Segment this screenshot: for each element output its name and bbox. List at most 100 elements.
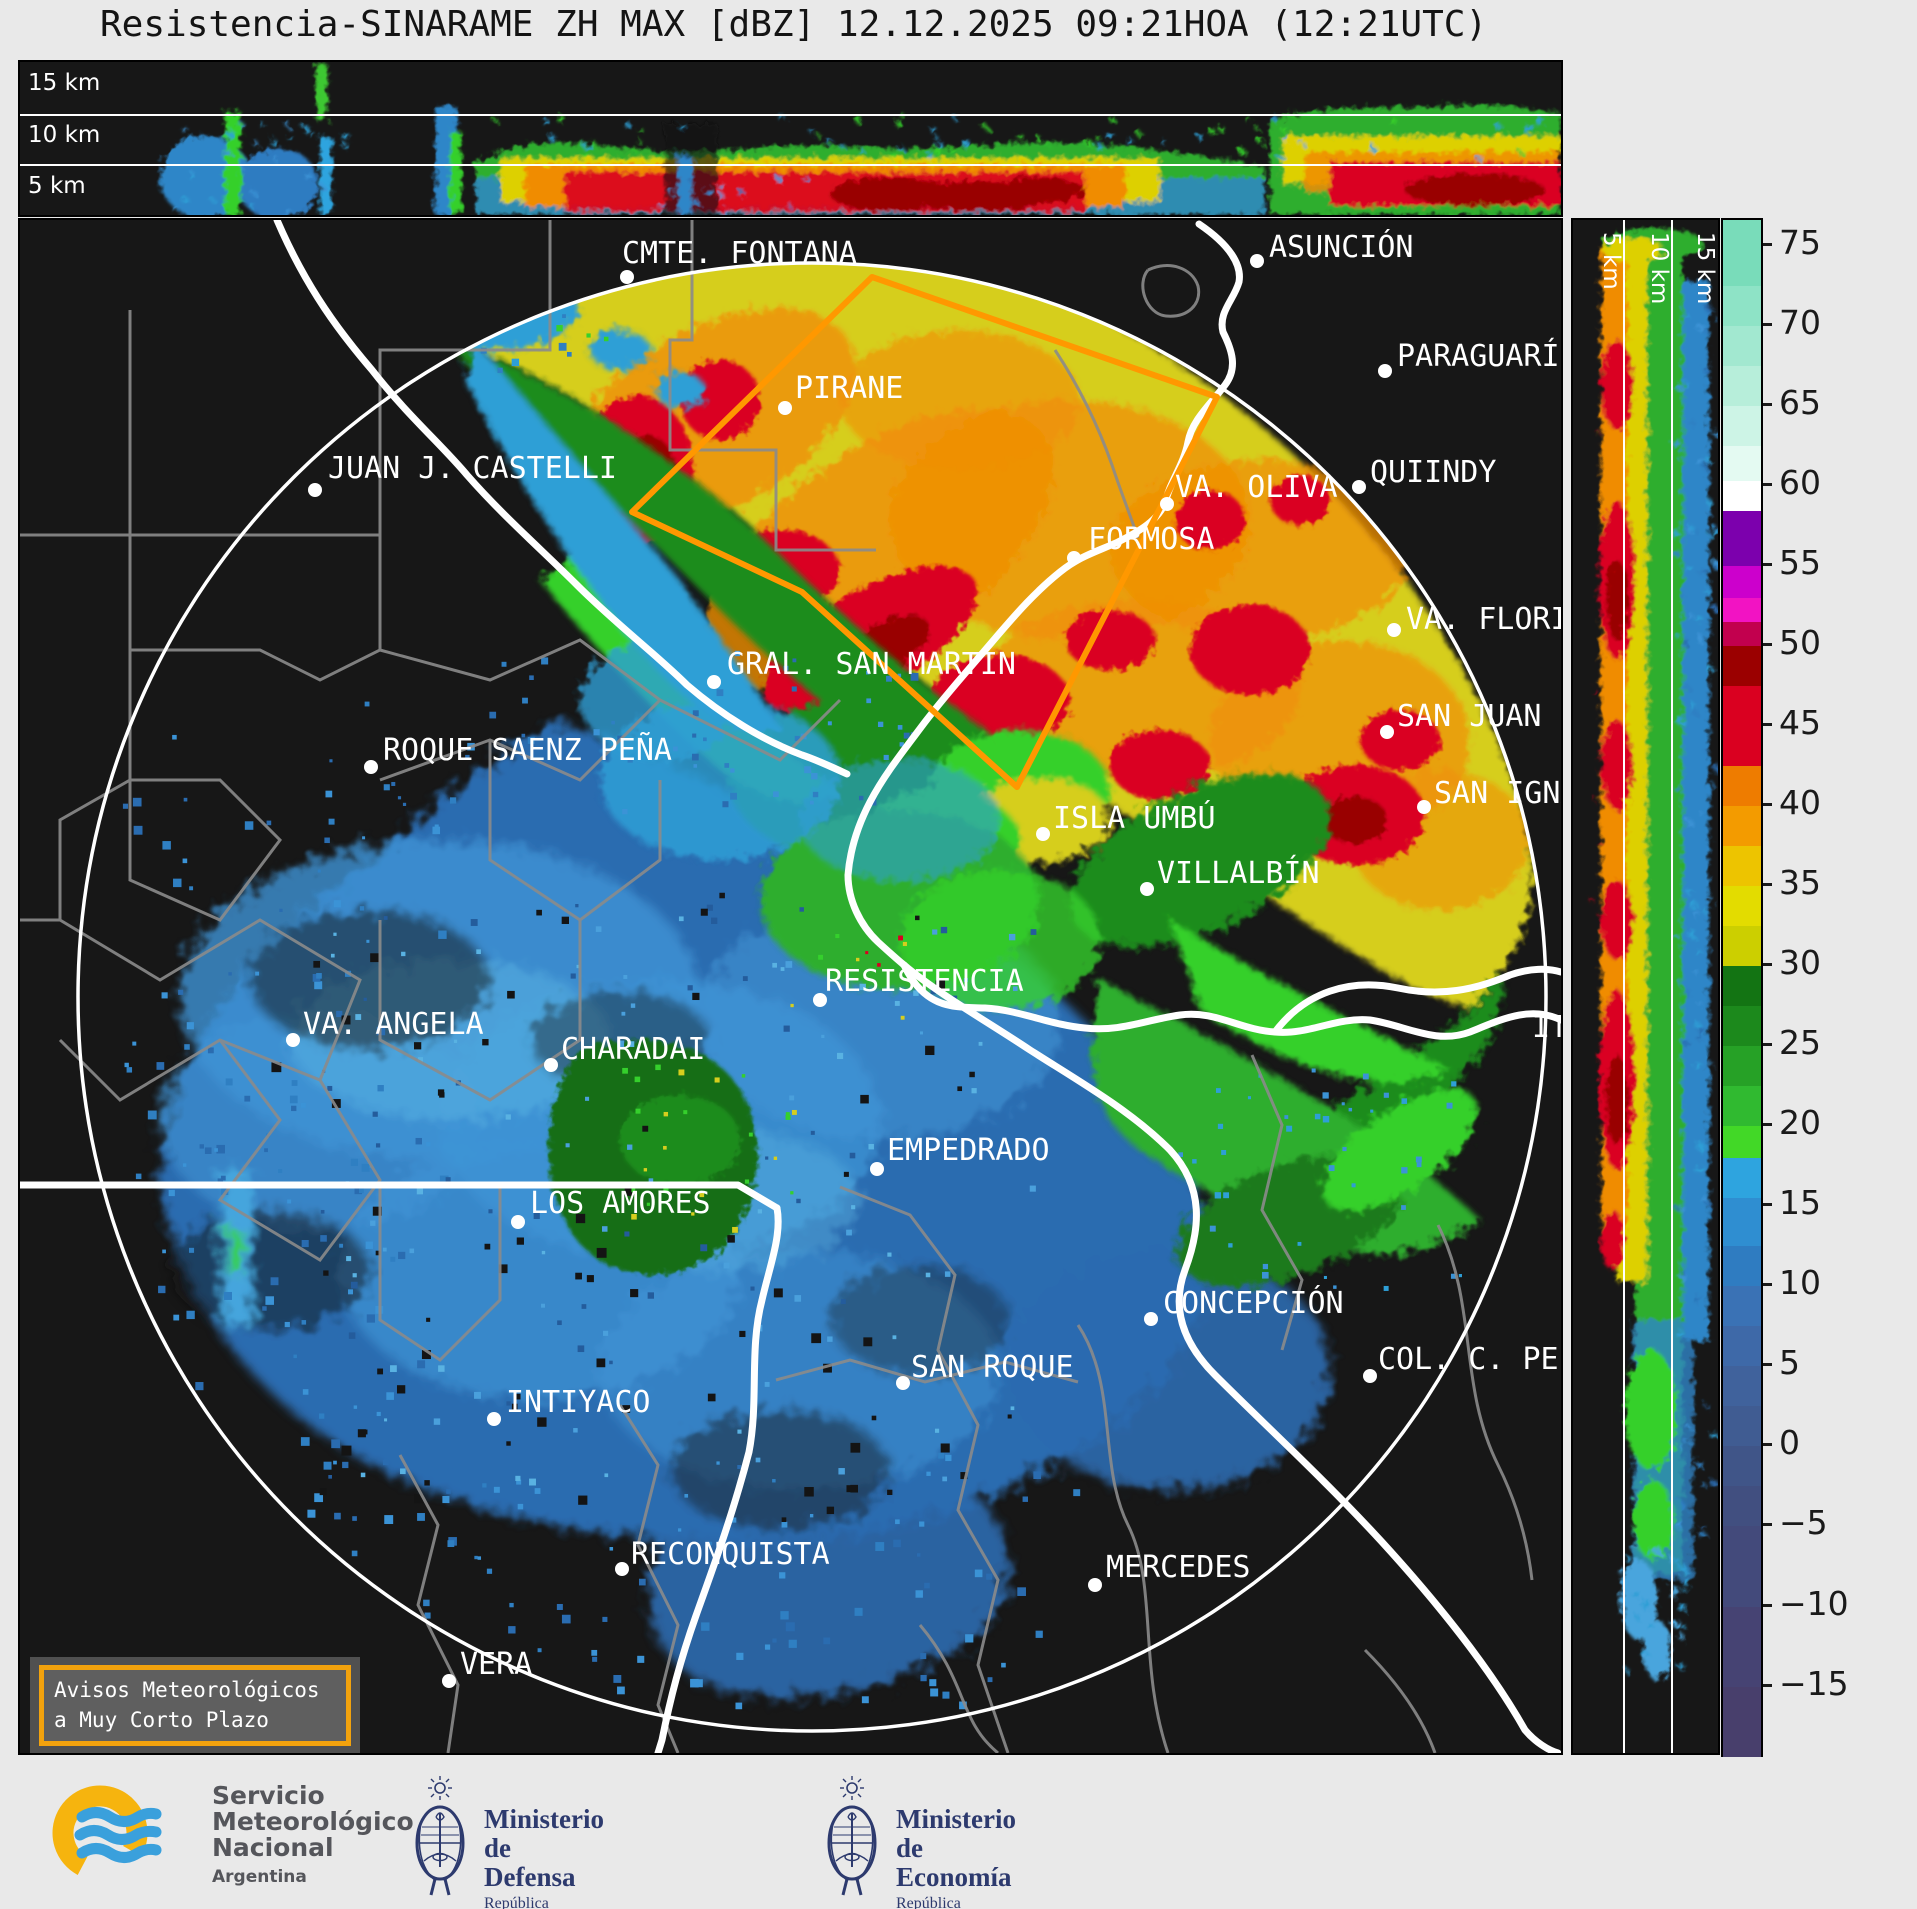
colorbar-tick bbox=[1763, 1043, 1772, 1047]
warning-box-line2: a Muy Corto Plazo bbox=[54, 1708, 269, 1732]
colorbar-tick-label: 5 bbox=[1779, 1343, 1800, 1383]
city-label: SAN IGNA bbox=[1434, 776, 1561, 811]
colorbar-tick bbox=[1763, 802, 1772, 806]
colorbar-segment bbox=[1723, 405, 1761, 447]
smn-wave-logo bbox=[52, 1785, 162, 1881]
colorbar-segment bbox=[1723, 1326, 1761, 1368]
argentina-crest-icon bbox=[415, 1776, 465, 1896]
city-dot bbox=[1088, 1578, 1102, 1592]
height-label-5km-right: 5 km bbox=[1598, 232, 1624, 290]
city-label: VA. ANGELA bbox=[303, 1007, 484, 1042]
height-label-10km-right: 10 km bbox=[1646, 232, 1672, 305]
colorbar-tick bbox=[1763, 722, 1772, 726]
height-label-15km-right: 15 km bbox=[1692, 232, 1718, 305]
city-dot bbox=[487, 1412, 501, 1426]
radar-map: CMTE. FONTANA ASUNCIÓN PARAGUARÍ PIRANE JUAN… bbox=[18, 218, 1563, 1755]
rivers bbox=[20, 220, 1561, 1753]
city-dot bbox=[1250, 254, 1264, 268]
colorbar-segment bbox=[1723, 966, 1761, 1007]
city-dot bbox=[1036, 827, 1050, 841]
economia-line3: República Argentina bbox=[896, 1895, 961, 1909]
colorbar-segment bbox=[1723, 1198, 1761, 1248]
colorbar-tick bbox=[1763, 963, 1772, 967]
economia-line2: de Economía bbox=[896, 1833, 1012, 1892]
city-label: SAN JUAN B bbox=[1397, 699, 1563, 734]
colorbar-segment bbox=[1723, 511, 1761, 567]
colorbar-tick bbox=[1763, 642, 1772, 646]
colorbar-segment bbox=[1723, 1246, 1761, 1288]
colorbar-tick bbox=[1763, 1203, 1772, 1207]
city-label: PIRANE bbox=[795, 371, 904, 406]
height-label-15km: 15 km bbox=[28, 70, 101, 96]
colorbar-tick-label: −10 bbox=[1779, 1583, 1849, 1623]
colorbar-tick bbox=[1763, 1363, 1772, 1367]
page-title: Resistencia-SINARAME ZH MAX [dBZ] 12.12.… bbox=[100, 4, 1488, 45]
colorbar-tick-label: 15 bbox=[1779, 1183, 1821, 1223]
city-label: CHARADAI bbox=[561, 1032, 706, 1067]
city-dot bbox=[707, 675, 721, 689]
colorbar-tick-label: 35 bbox=[1779, 862, 1821, 902]
colorbar-tick-label: 20 bbox=[1779, 1103, 1821, 1143]
city-dot bbox=[442, 1674, 456, 1688]
city-dot bbox=[896, 1376, 910, 1390]
city-dot bbox=[1387, 623, 1401, 637]
smn-name-line4: Argentina bbox=[212, 1867, 307, 1887]
city-label: RECONQUISTA bbox=[631, 1537, 830, 1572]
colorbar-tick-label: 45 bbox=[1779, 702, 1821, 742]
colorbar-tick bbox=[1763, 242, 1772, 246]
city-label: ROQUE SAENZ PEÑA bbox=[383, 733, 672, 768]
colorbar-tick-label: 40 bbox=[1779, 782, 1821, 822]
defensa-line3: República Argentina bbox=[484, 1895, 549, 1909]
colorbar-segment bbox=[1723, 565, 1761, 599]
defensa-line1: Ministerio bbox=[484, 1804, 604, 1834]
city-dot bbox=[1144, 1312, 1158, 1326]
colorbar-tick-label: 30 bbox=[1779, 943, 1821, 983]
city-dot bbox=[1363, 1369, 1377, 1383]
height-label-5km: 5 km bbox=[28, 173, 86, 199]
city-dot bbox=[286, 1033, 300, 1047]
colorbar-segment bbox=[1723, 1006, 1761, 1047]
city-label: MERCEDES bbox=[1106, 1550, 1251, 1585]
colorbar-segment bbox=[1723, 1526, 1761, 1608]
colorbar-segment bbox=[1723, 220, 1761, 287]
smn-name-line2: Meteorológico bbox=[212, 1807, 414, 1836]
ministerio-economia-logo: Ministerio de Economía República Argenti… bbox=[820, 1775, 1016, 1909]
ministerio-defensa-logo: Ministerio de Defensa República Argentin… bbox=[408, 1775, 604, 1909]
colorbar-segment bbox=[1723, 1086, 1761, 1127]
city-label: VA. OLIVA bbox=[1175, 470, 1338, 505]
colorbar-tick-label: 55 bbox=[1779, 542, 1821, 582]
city-dot bbox=[511, 1215, 525, 1229]
city-label: QUIINDY bbox=[1370, 455, 1497, 490]
colorbar-segment bbox=[1723, 365, 1761, 407]
city-label: RESISTENCIA bbox=[825, 964, 1024, 999]
colorbar-segment bbox=[1723, 480, 1761, 513]
colorbar-tick bbox=[1763, 1123, 1772, 1127]
city-dot bbox=[1380, 725, 1394, 739]
colorbar-segment bbox=[1723, 1406, 1761, 1448]
city-label: COL. C. PEL bbox=[1378, 1342, 1563, 1377]
colorbar-tick-label: 25 bbox=[1779, 1023, 1821, 1063]
colorbar-segment bbox=[1723, 1158, 1761, 1200]
colorbar-tick bbox=[1763, 1283, 1772, 1287]
city-dot bbox=[1352, 480, 1366, 494]
colorbar-segment bbox=[1723, 445, 1761, 482]
smn-name-line3: Nacional bbox=[212, 1833, 334, 1862]
cross-section-top-echo bbox=[160, 64, 1561, 215]
colorbar-tick bbox=[1763, 322, 1772, 326]
city-dot bbox=[1378, 364, 1392, 378]
warning-box: Avisos Meteorológicos a Muy Corto Plazo bbox=[39, 1665, 351, 1746]
city-dot bbox=[308, 483, 322, 497]
city-dot bbox=[1160, 497, 1174, 511]
colorbar-tick bbox=[1763, 1683, 1772, 1687]
colorbar-tick-label: 65 bbox=[1779, 382, 1821, 422]
city-dot bbox=[544, 1058, 558, 1072]
colorbar-segment bbox=[1723, 1486, 1761, 1528]
city-dot bbox=[1140, 882, 1154, 896]
colorbar-segment bbox=[1723, 1606, 1761, 1688]
city-label: ITA bbox=[1532, 1010, 1561, 1045]
colorbar-segment bbox=[1723, 846, 1761, 887]
colorbar-segment bbox=[1723, 597, 1761, 623]
city-dot bbox=[364, 760, 378, 774]
colorbar-segment bbox=[1723, 805, 1761, 847]
